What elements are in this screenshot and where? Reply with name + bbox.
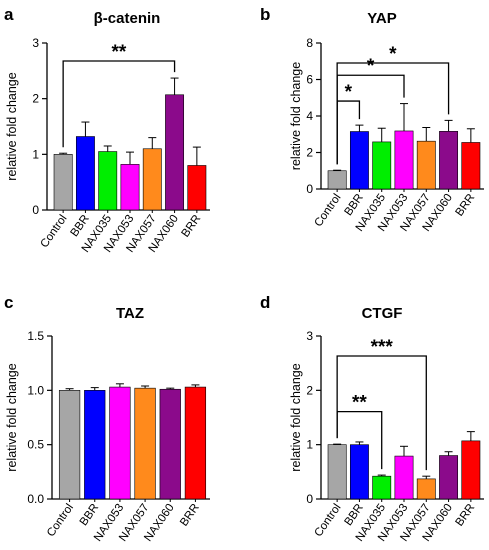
x-tick-label: BRR (178, 502, 202, 529)
panel-letter: d (260, 293, 270, 312)
significance-bracket (336, 355, 427, 471)
bar (327, 444, 347, 500)
y-tick-label: 0.5 (27, 438, 44, 452)
x-tick-label: Control (313, 502, 344, 539)
bar (187, 165, 207, 211)
bar (372, 141, 392, 190)
y-axis-label: relative fold change (5, 72, 19, 180)
y-tick-label: 6 (306, 73, 313, 87)
bar (372, 475, 392, 500)
bar (84, 390, 106, 500)
chart-title: β-catenin (94, 10, 161, 27)
x-tick-label: BRR (454, 502, 478, 529)
bar (394, 130, 414, 190)
y-tick-label: 0 (306, 492, 313, 506)
bar (109, 386, 131, 500)
bar (394, 455, 414, 500)
y-tick-label: 8 (306, 36, 313, 50)
x-tick-label: BBR (78, 502, 101, 528)
panel-letter: a (4, 5, 14, 24)
bar (416, 140, 436, 190)
bar (349, 131, 369, 190)
bar (461, 440, 481, 500)
chart-title: CTGF (362, 305, 403, 322)
significance-bracket (336, 62, 450, 165)
y-tick-label: 2 (306, 146, 313, 160)
bar (349, 444, 369, 500)
y-tick-label: 0 (306, 182, 313, 196)
significance-label: * (389, 44, 397, 65)
bar (134, 387, 156, 500)
y-tick-label: 3 (32, 36, 39, 50)
y-tick-label: 0 (32, 203, 39, 217)
bar (439, 455, 459, 500)
bar (184, 386, 207, 500)
bar (165, 94, 185, 211)
panel-letter: c (4, 293, 13, 312)
chart-title: TAZ (116, 305, 144, 322)
y-tick-label: 4 (306, 109, 313, 123)
bar (75, 136, 95, 211)
y-tick-label: 2 (32, 92, 39, 106)
x-tick-label: Control (45, 502, 76, 539)
significance-bracket (62, 60, 176, 148)
x-tick-label: BRR (454, 192, 478, 219)
y-tick-label: 1 (32, 147, 39, 161)
panel-letter: b (260, 5, 270, 24)
y-tick-label: 1 (306, 438, 313, 452)
x-tick-label: Control (39, 213, 70, 250)
bar (53, 154, 73, 211)
bar (416, 478, 436, 500)
bar (58, 390, 81, 500)
bar (159, 388, 181, 500)
bar (120, 164, 140, 211)
y-tick-label: 1.5 (27, 329, 44, 343)
bar (327, 170, 347, 190)
x-tick-label: BRR (180, 213, 204, 240)
chart-title: YAP (367, 10, 396, 27)
bar (461, 142, 481, 190)
y-tick-label: 3 (306, 329, 313, 343)
significance-label: ** (111, 42, 126, 63)
y-tick-label: 1.0 (27, 383, 44, 397)
significance-label: * (367, 56, 375, 77)
bar (98, 151, 118, 211)
y-axis-label: relative fold change (289, 363, 303, 471)
y-axis-label: relative fold change (289, 62, 303, 170)
panel-c: c TAZ relative fold change 0.0 0.5 1.0 1.5 Cont… (4, 293, 210, 544)
y-tick-label: 0.0 (27, 492, 44, 506)
panel-a: a β-catenin relative fold change 0 1 2 3 Contro… (4, 5, 210, 255)
bar (439, 131, 459, 190)
bar (142, 148, 162, 211)
x-tick-label: Control (313, 192, 344, 229)
y-axis-label: relative fold change (5, 363, 19, 471)
significance-label: * (345, 82, 353, 103)
y-tick-label: 2 (306, 383, 313, 397)
significance-label: ** (352, 393, 367, 414)
significance-label: *** (371, 337, 394, 358)
